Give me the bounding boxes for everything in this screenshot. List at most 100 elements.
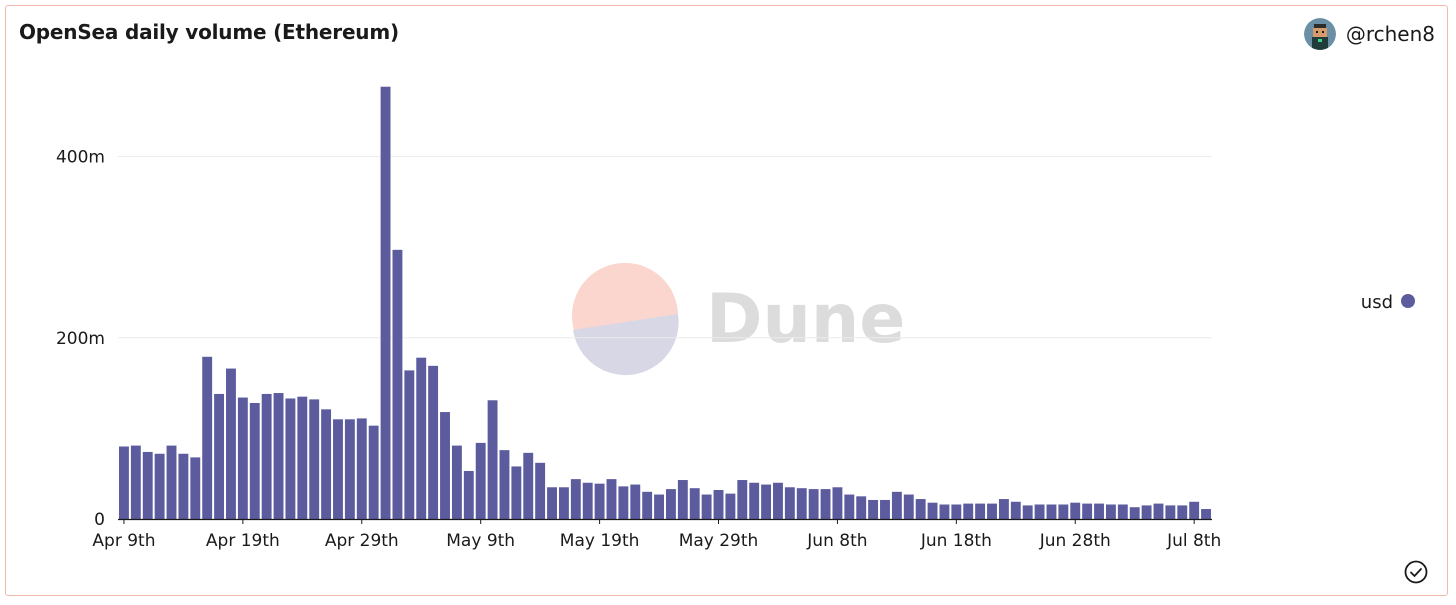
bar[interactable] — [523, 452, 534, 519]
bar[interactable] — [796, 488, 807, 519]
bar[interactable] — [939, 504, 950, 520]
y-tick-label: 400m — [56, 148, 105, 168]
page-title: OpenSea daily volume (Ethereum) — [19, 20, 399, 44]
bar[interactable] — [737, 480, 748, 519]
bar[interactable] — [511, 466, 522, 519]
bar[interactable] — [237, 397, 248, 519]
bar[interactable] — [190, 457, 201, 520]
bar[interactable] — [808, 489, 819, 519]
bar[interactable] — [404, 370, 415, 520]
bar[interactable] — [713, 490, 724, 519]
bar[interactable] — [309, 399, 320, 520]
bar[interactable] — [1153, 503, 1164, 519]
bar[interactable] — [1034, 504, 1045, 520]
bar[interactable] — [880, 499, 890, 519]
bar[interactable] — [666, 489, 676, 519]
bar[interactable] — [154, 453, 165, 519]
bar[interactable] — [1058, 504, 1069, 520]
bar[interactable] — [1082, 503, 1093, 519]
bar[interactable] — [951, 504, 962, 520]
bar[interactable] — [344, 419, 355, 519]
bar[interactable] — [677, 480, 688, 519]
bar[interactable] — [1046, 504, 1057, 520]
bar[interactable] — [606, 479, 617, 520]
bar[interactable] — [963, 503, 974, 519]
bar[interactable] — [927, 502, 938, 519]
bar[interactable] — [1094, 503, 1104, 519]
bar[interactable] — [630, 484, 641, 519]
bar[interactable] — [1010, 501, 1021, 519]
bar[interactable] — [451, 445, 462, 519]
bar[interactable] — [333, 419, 343, 519]
bar[interactable] — [844, 494, 855, 519]
bar[interactable] — [1189, 501, 1200, 519]
bar[interactable] — [178, 453, 189, 519]
bar[interactable] — [915, 499, 926, 519]
bar[interactable] — [285, 398, 296, 519]
bar[interactable] — [1201, 509, 1211, 519]
bar[interactable] — [475, 442, 486, 520]
bar[interactable] — [440, 412, 450, 519]
bar[interactable] — [773, 482, 783, 519]
bar[interactable] — [975, 503, 986, 519]
dune-watermark: Dune — [572, 263, 905, 376]
bar[interactable] — [856, 496, 867, 519]
bar[interactable] — [784, 487, 795, 519]
bar[interactable] — [654, 494, 664, 519]
bar[interactable] — [297, 396, 308, 519]
bar[interactable] — [368, 425, 379, 519]
bar[interactable] — [1141, 505, 1152, 519]
bar[interactable] — [570, 479, 581, 520]
bar[interactable] — [142, 451, 153, 519]
bar[interactable] — [642, 491, 653, 519]
bar[interactable] — [547, 487, 557, 519]
bar[interactable] — [689, 488, 700, 519]
bar[interactable] — [558, 487, 569, 519]
bar[interactable] — [891, 491, 902, 519]
bar[interactable] — [1105, 504, 1116, 520]
bar[interactable] — [1165, 505, 1176, 519]
bar[interactable] — [261, 393, 272, 519]
legend-dot-usd — [1401, 294, 1415, 308]
bar[interactable] — [725, 493, 736, 520]
bar[interactable] — [1177, 505, 1188, 519]
bar[interactable] — [1022, 505, 1033, 519]
bar[interactable] — [273, 393, 284, 519]
check-circle-icon[interactable] — [1404, 560, 1428, 584]
bar[interactable] — [903, 494, 914, 519]
bar[interactable] — [119, 446, 129, 520]
bar[interactable] — [249, 403, 260, 519]
bar[interactable] — [1129, 507, 1140, 519]
bar[interactable] — [166, 445, 177, 519]
bar[interactable] — [820, 489, 831, 519]
bar[interactable] — [582, 482, 593, 519]
bar[interactable] — [749, 482, 760, 519]
bar[interactable] — [701, 494, 712, 519]
bar[interactable] — [618, 486, 629, 520]
bar[interactable] — [321, 409, 332, 519]
bar[interactable] — [416, 357, 427, 519]
bar[interactable] — [868, 499, 879, 519]
bar[interactable] — [832, 487, 843, 519]
bar[interactable] — [987, 503, 997, 519]
bar[interactable] — [1070, 502, 1081, 519]
bar[interactable] — [535, 462, 546, 519]
bar[interactable] — [594, 483, 605, 519]
bar[interactable] — [499, 450, 510, 520]
bar[interactable] — [226, 368, 236, 519]
bar[interactable] — [392, 249, 403, 519]
bar[interactable] — [1117, 504, 1128, 520]
bar[interactable] — [380, 86, 391, 519]
bar[interactable] — [428, 365, 439, 519]
bar[interactable] — [487, 400, 498, 519]
bar[interactable] — [202, 356, 213, 519]
bar[interactable] — [356, 418, 367, 519]
bar[interactable] — [214, 393, 225, 519]
author-link[interactable]: @rchen8 — [1303, 16, 1435, 52]
bar[interactable] — [463, 470, 474, 519]
bar[interactable] — [998, 499, 1009, 519]
bar[interactable] — [130, 445, 141, 519]
bar[interactable] — [761, 484, 772, 519]
legend[interactable]: usd — [1361, 292, 1415, 313]
